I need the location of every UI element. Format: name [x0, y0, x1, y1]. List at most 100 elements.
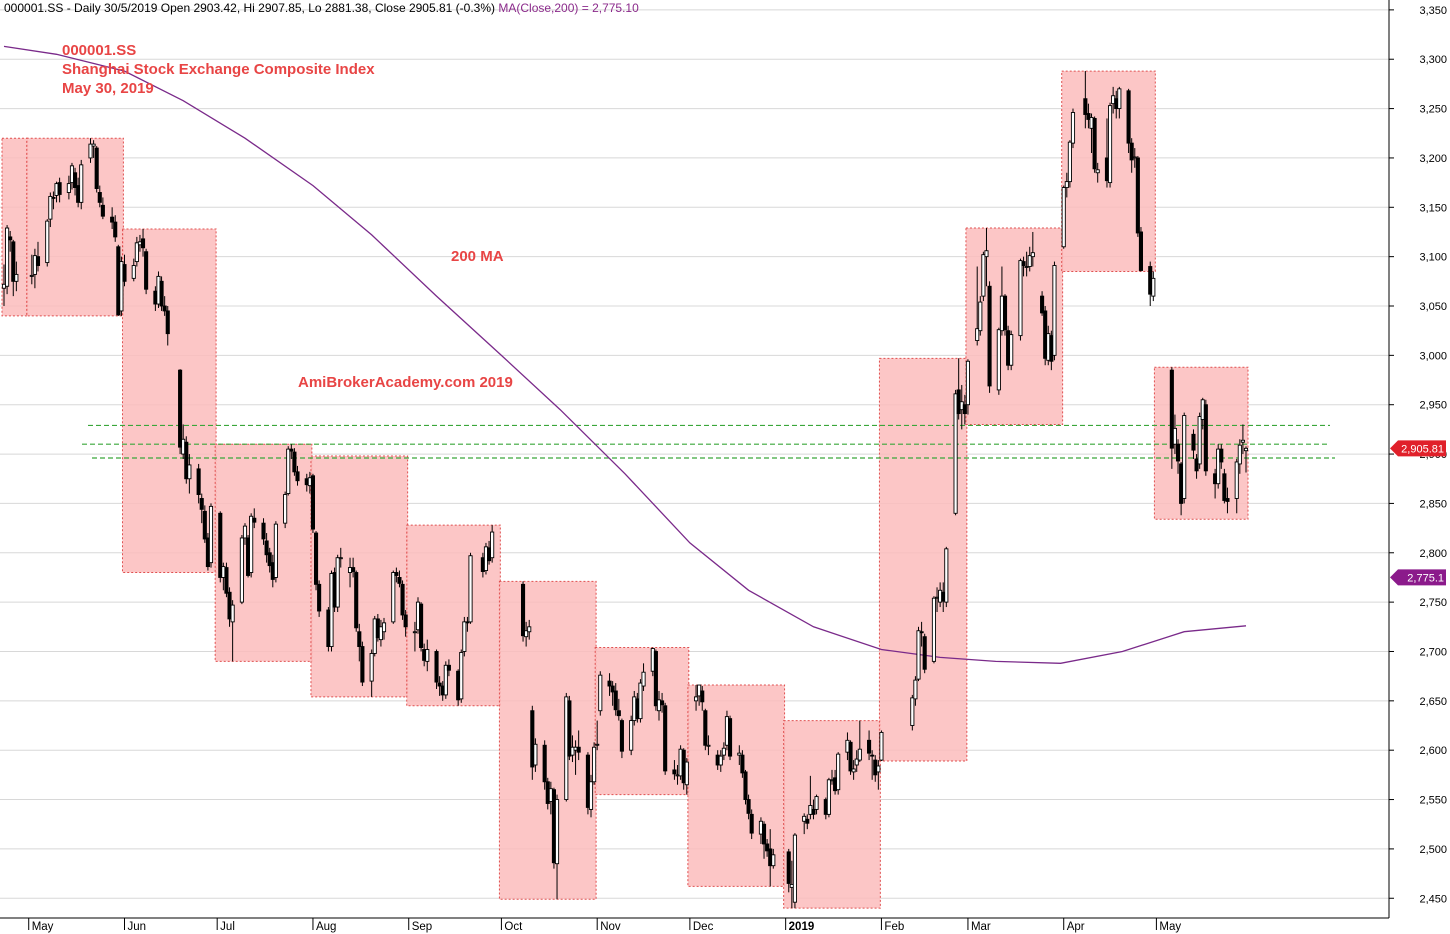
- candle-body-down: [35, 256, 41, 266]
- y-tick-label-3200: 3,200: [1419, 153, 1447, 165]
- candle-237: [1095, 162, 1100, 183]
- candle-62: [283, 491, 288, 529]
- candle-body-up: [1027, 255, 1032, 267]
- watermark-annotation: AmiBrokerAcademy.com 2019: [298, 374, 513, 391]
- candle-body-down: [805, 818, 810, 824]
- candle-body-up: [66, 183, 71, 193]
- candle-139: [638, 679, 643, 723]
- candle-80: [357, 623, 362, 662]
- candle-body-up: [1240, 439, 1245, 443]
- candle-92: [412, 621, 417, 652]
- candle-body-up: [978, 301, 983, 332]
- candle-body-up: [490, 531, 495, 559]
- candle-body-down: [1083, 98, 1088, 115]
- candle-body-up: [857, 748, 862, 761]
- candle-94: [419, 602, 424, 652]
- candle-body-down: [520, 583, 526, 637]
- candle-79: [354, 570, 359, 632]
- candle-223: [1030, 231, 1035, 267]
- candle-53: [242, 523, 248, 545]
- candle-135: [619, 718, 624, 759]
- x-tick-label-3: Aug: [316, 921, 336, 933]
- candle-body-up: [641, 671, 646, 687]
- monthly-range-boxes: [1, 70, 1249, 909]
- candle-body-down: [360, 646, 365, 683]
- candle-body-down: [196, 468, 201, 495]
- y-tick-label-3250: 3,250: [1419, 104, 1447, 116]
- candle-body-up: [91, 143, 96, 147]
- candle-body-up: [283, 494, 288, 524]
- candle-189: [867, 730, 872, 761]
- candle-132: [610, 681, 615, 706]
- candle-180: [826, 777, 831, 818]
- x-tick-label-9: Feb: [884, 921, 904, 933]
- candle-body-down: [310, 475, 316, 530]
- candle-body-up: [1061, 187, 1066, 248]
- candle-115: [533, 738, 538, 772]
- candle-body-up: [1182, 415, 1187, 499]
- candle-body-up: [239, 537, 244, 603]
- candle-131: [607, 673, 612, 696]
- candle-body-up: [425, 649, 430, 662]
- candle-224: [1040, 291, 1045, 316]
- candle-body-up: [996, 329, 1001, 391]
- candle-body-down: [73, 172, 78, 188]
- candle-body-down: [663, 705, 668, 772]
- candle-body-up: [273, 523, 278, 578]
- x-tick-label-4: Sep: [412, 921, 432, 933]
- candle-219: [1018, 258, 1023, 341]
- candle-body-up: [595, 743, 600, 746]
- candle-27: [122, 254, 127, 287]
- candle-body-up: [913, 679, 918, 700]
- candle-251: [1172, 414, 1177, 455]
- candle-body-up: [1172, 427, 1177, 445]
- candle-body-down: [267, 552, 272, 567]
- candle-body-down: [394, 572, 399, 576]
- candle-157: [718, 750, 723, 772]
- candle-body-up: [187, 464, 192, 480]
- candle-body-down: [919, 631, 924, 634]
- candle-203: [944, 546, 949, 608]
- candle-140: [641, 663, 646, 691]
- candle-body-up: [638, 682, 643, 720]
- candle-body-down: [1138, 231, 1144, 271]
- candle-164: [746, 794, 751, 820]
- candle-98: [437, 676, 442, 696]
- candle-body-down: [264, 540, 269, 556]
- candle-76: [338, 547, 343, 568]
- y-tick-label-2750: 2,750: [1419, 597, 1447, 609]
- candle-body-up: [533, 743, 538, 766]
- candle-65: [292, 448, 297, 476]
- candle-body-down: [610, 685, 615, 693]
- y-tick-label-3150: 3,150: [1419, 202, 1447, 214]
- candle-body-up: [981, 254, 986, 297]
- candle-body-up: [88, 143, 93, 159]
- month-range-box-2: [121, 228, 217, 574]
- candle-268: [1243, 446, 1249, 473]
- candle-body-down: [8, 236, 13, 241]
- candle-73: [329, 570, 334, 652]
- candle-256: [1194, 454, 1199, 479]
- candle-127: [588, 774, 594, 818]
- candle-body-down: [400, 583, 405, 616]
- candle-body-down: [140, 238, 146, 249]
- candle-55: [249, 513, 254, 578]
- candle-body-up: [1067, 141, 1072, 183]
- candle-178: [814, 794, 819, 815]
- candle-body-down: [746, 799, 751, 814]
- candle-28: [131, 258, 136, 282]
- y-tick-label-3350: 3,350: [1419, 5, 1447, 17]
- y-tick-label-3100: 3,100: [1419, 252, 1447, 264]
- candle-90: [400, 580, 405, 620]
- candle-body-down: [607, 680, 612, 687]
- candle-body-down: [94, 147, 99, 189]
- candle-body-up: [588, 781, 594, 810]
- candle-body-down: [218, 512, 223, 578]
- candle-body-down: [11, 241, 16, 282]
- candle-body-down: [295, 471, 300, 482]
- candle-158: [721, 742, 726, 761]
- candle-body-up: [876, 765, 881, 773]
- candle-body-down: [1129, 142, 1134, 161]
- candle-body-up: [249, 515, 254, 573]
- candle-267: [1240, 424, 1245, 455]
